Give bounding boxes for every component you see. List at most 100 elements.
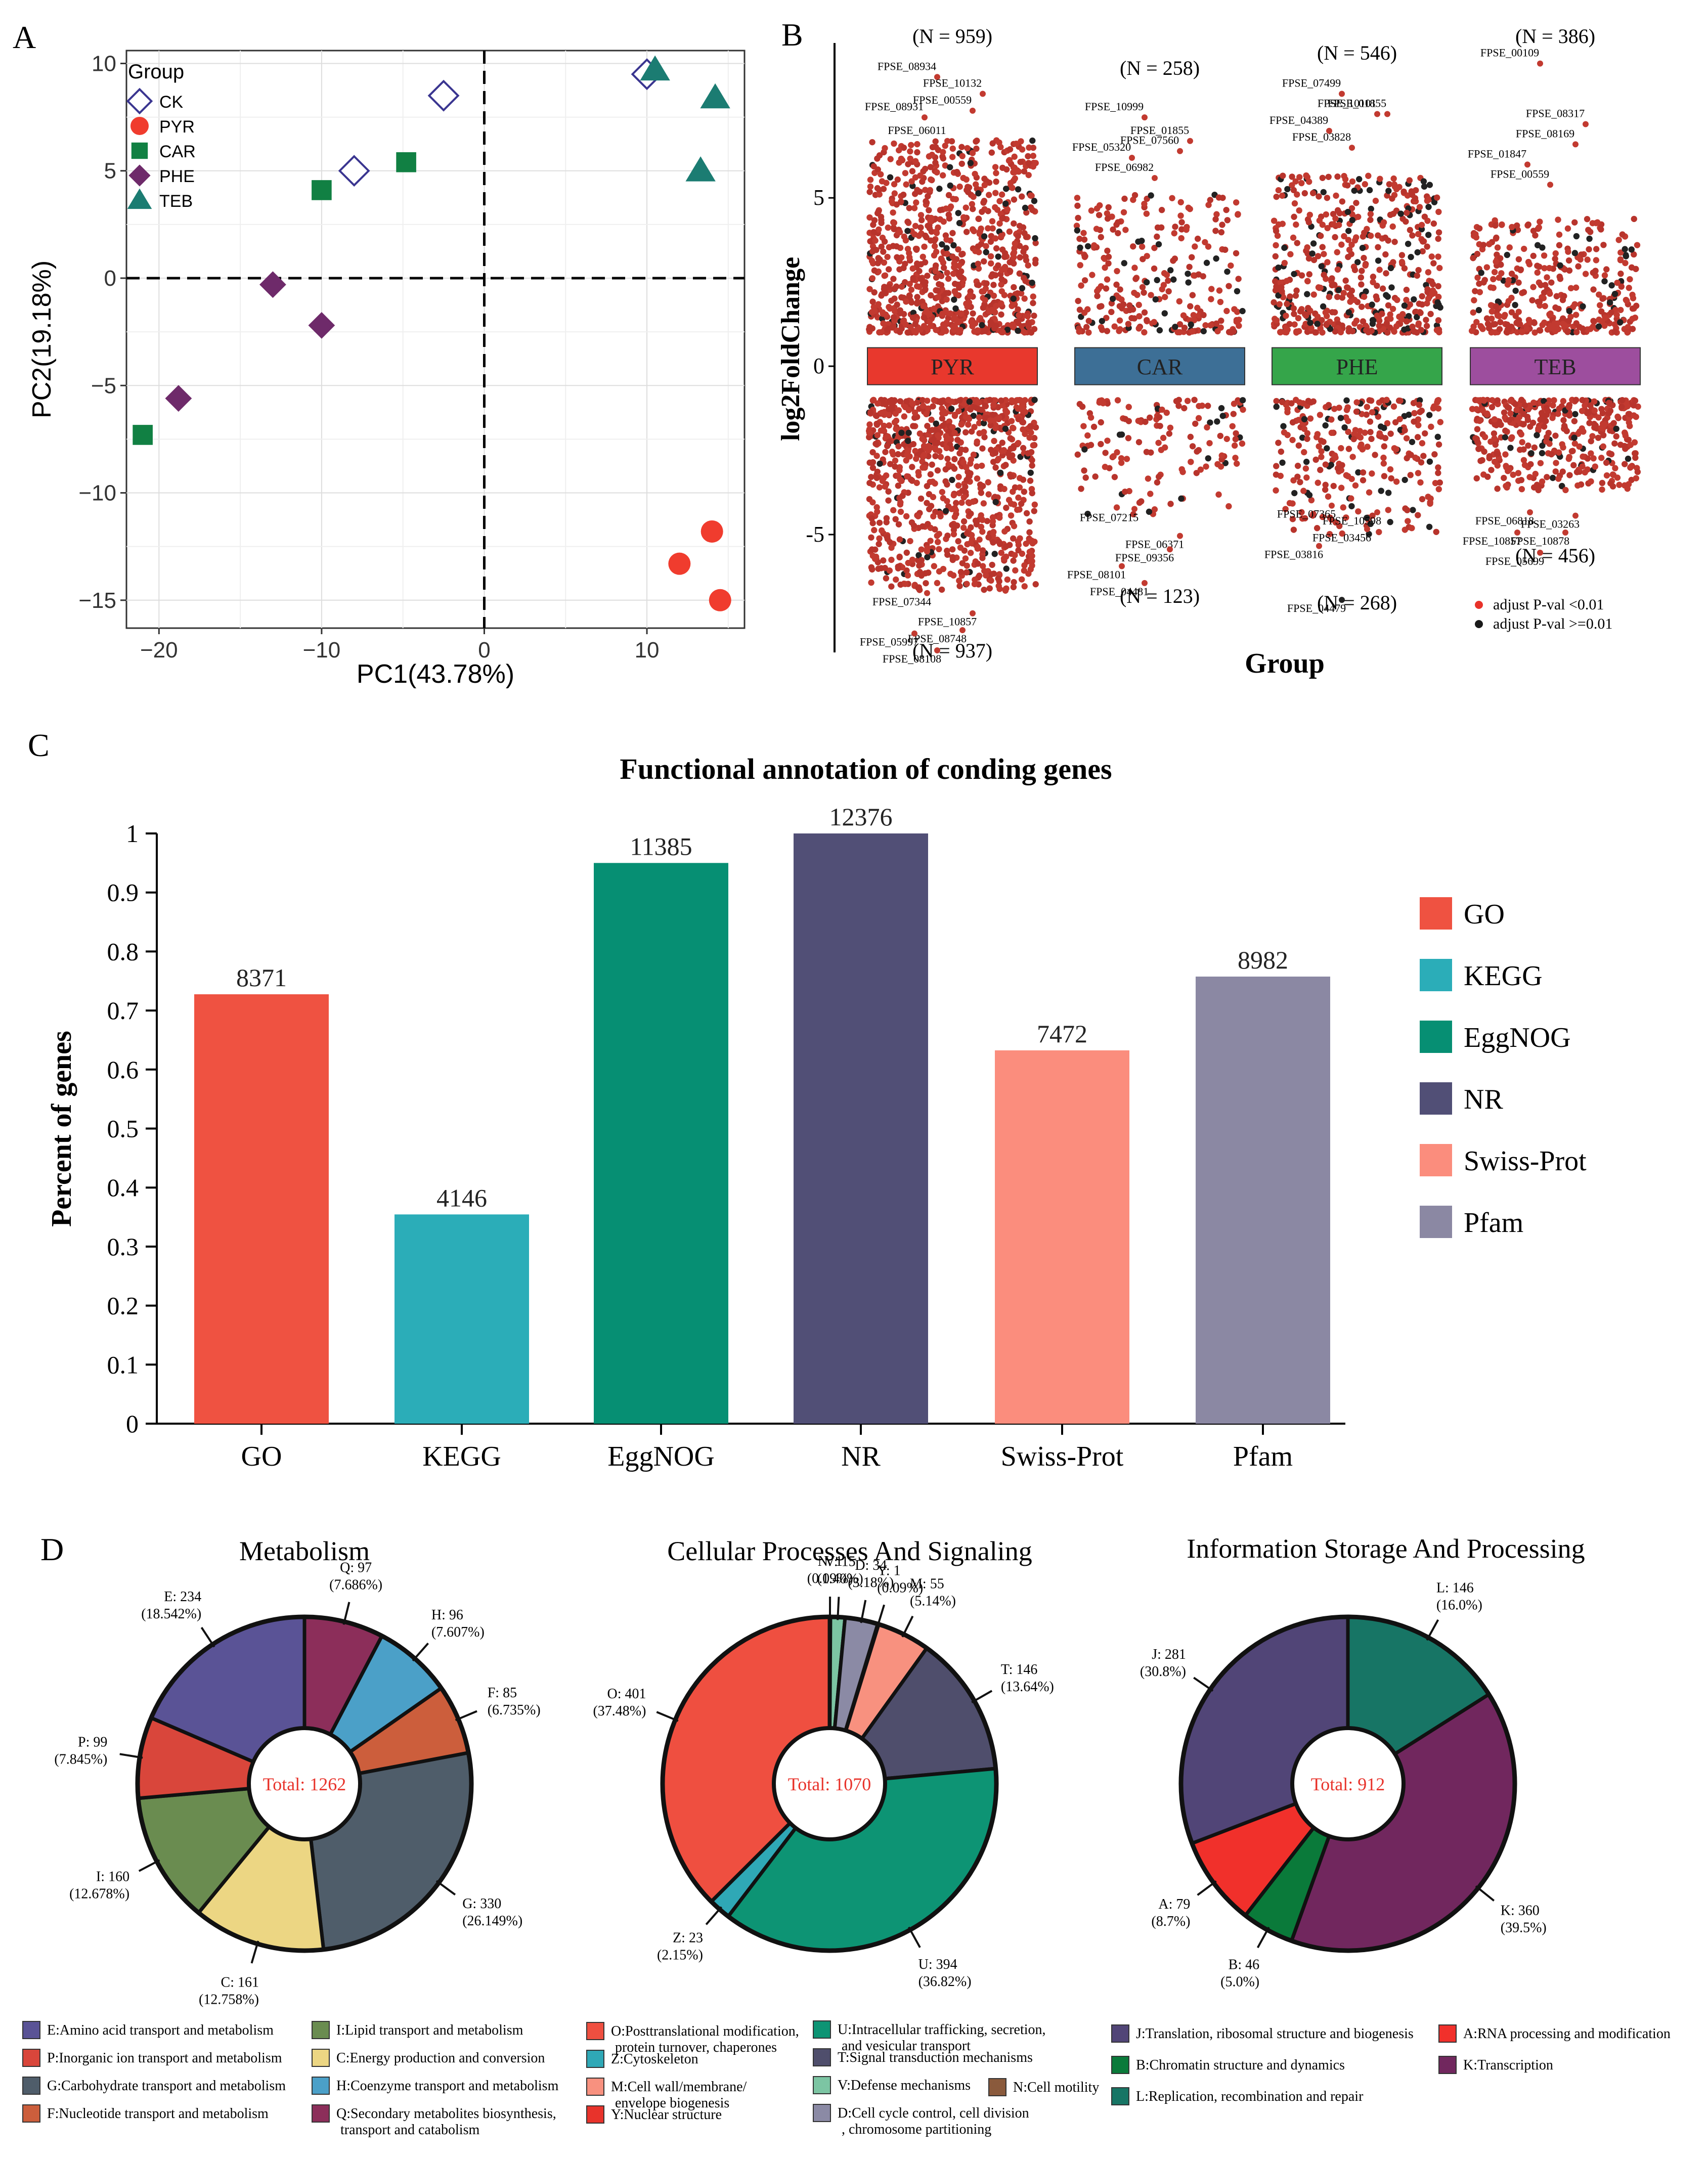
volcano-dot (909, 265, 916, 272)
volcano-dot (967, 550, 974, 556)
volcano-gene-label: FPSE_09356 (1115, 551, 1174, 564)
volcano-dot (990, 539, 996, 546)
volcano-dot (1598, 455, 1605, 461)
volcano-dot (1228, 262, 1234, 269)
pie-legend-label-cont: and vesicular transport (842, 2038, 971, 2054)
bar-legend-label: GO (1464, 899, 1505, 930)
pie-legend-label: T:Signal transduction mechanisms (838, 2050, 1033, 2065)
volcano-dot (934, 287, 941, 294)
volcano-dot (1385, 188, 1392, 194)
volcano-dot (1188, 459, 1194, 465)
volcano-dot (964, 530, 971, 537)
volcano-dot (952, 305, 959, 312)
volcano-dot (1132, 276, 1139, 282)
volcano-dot (951, 513, 958, 520)
volcano-dot (1473, 319, 1480, 326)
volcano-dot (1274, 232, 1281, 239)
volcano-dot (921, 243, 928, 250)
volcano-dot (910, 522, 917, 529)
volcano-dot (1290, 187, 1297, 194)
volcano-dot (1298, 509, 1305, 515)
volcano-dot (1426, 523, 1433, 530)
volcano-dot (890, 507, 897, 514)
volcano-dot (1317, 325, 1324, 332)
volcano-dot (1310, 291, 1317, 298)
volcano-dot (1360, 233, 1367, 240)
volcano-dot (1426, 458, 1433, 465)
volcano-dot (1376, 528, 1382, 536)
volcano-dot (1029, 457, 1035, 464)
volcano-dot (921, 314, 928, 321)
volcano-dot (1491, 430, 1498, 437)
volcano-dot (894, 254, 900, 260)
volcano-dot (1031, 501, 1038, 508)
volcano-dot (972, 248, 979, 254)
volcano-dot (898, 155, 905, 162)
volcano-dot (1435, 396, 1442, 404)
volcano-dot (1534, 242, 1541, 249)
volcano-dot (1012, 567, 1019, 574)
volcano-dot (1601, 278, 1608, 285)
volcano-dot (1294, 240, 1300, 246)
volcano-dot (1538, 282, 1544, 288)
volcano-dot (878, 243, 885, 250)
volcano-dot (898, 325, 905, 332)
volcano-dot (1435, 405, 1442, 412)
volcano-dot (1599, 479, 1606, 487)
volcano-dot (997, 469, 1004, 476)
volcano-dot (919, 179, 926, 185)
volcano-dot (962, 429, 969, 436)
volcano-dot (926, 207, 932, 213)
volcano-dot (1015, 306, 1021, 313)
volcano-dot (985, 534, 992, 541)
volcano-dot (1605, 400, 1612, 406)
volcano-dot (972, 170, 978, 178)
volcano-dot (945, 290, 952, 296)
volcano-dot (979, 462, 985, 469)
volcano-dot (940, 565, 947, 572)
volcano-dot (1078, 314, 1084, 320)
volcano-dot (1486, 241, 1493, 247)
volcano-dot (1017, 254, 1023, 261)
volcano-dot (1215, 491, 1222, 498)
volcano-labeled-dot (980, 91, 986, 97)
volcano-dot (1287, 293, 1293, 300)
volcano-dot (900, 318, 906, 325)
volcano-dot (869, 325, 875, 332)
pie-legend-label-cont: envelope biogenesis (615, 2095, 729, 2111)
volcano-dot (876, 187, 883, 193)
volcano-dot (1275, 264, 1282, 271)
volcano-dot (1474, 438, 1481, 445)
volcano-dot (1031, 508, 1037, 514)
pie-slice-pct-label: (8.7%) (1151, 1914, 1190, 1929)
volcano-dot (1334, 266, 1341, 273)
volcano-dot (1603, 266, 1610, 273)
volcano-dot (943, 205, 949, 212)
volcano-dot (1599, 486, 1605, 493)
volcano-dot (1367, 520, 1374, 527)
volcano-dot (1319, 244, 1326, 250)
volcano-dot (939, 415, 946, 422)
volcano-dot (1610, 420, 1617, 426)
volcano-dot (876, 191, 883, 198)
bar-legend-label: KEGG (1464, 960, 1543, 992)
volcano-dot (918, 572, 925, 579)
volcano-dot (1141, 309, 1148, 316)
volcano-dot (1541, 416, 1548, 422)
volcano-dot (928, 503, 935, 509)
volcano-dot (1295, 315, 1302, 322)
volcano-dot (893, 576, 899, 583)
volcano-dot (883, 180, 890, 186)
volcano-dot (981, 175, 988, 182)
volcano-dot (1571, 440, 1578, 447)
volcano-dot (1014, 506, 1021, 513)
volcano-dot (995, 575, 1001, 582)
volcano-dot (1539, 450, 1546, 457)
volcano-dot (1320, 189, 1327, 196)
volcano-dot (1016, 484, 1023, 491)
volcano-dot (1303, 474, 1310, 481)
volcano-dot (897, 508, 904, 515)
volcano-dot (1109, 295, 1116, 302)
volcano-dot (962, 310, 970, 316)
